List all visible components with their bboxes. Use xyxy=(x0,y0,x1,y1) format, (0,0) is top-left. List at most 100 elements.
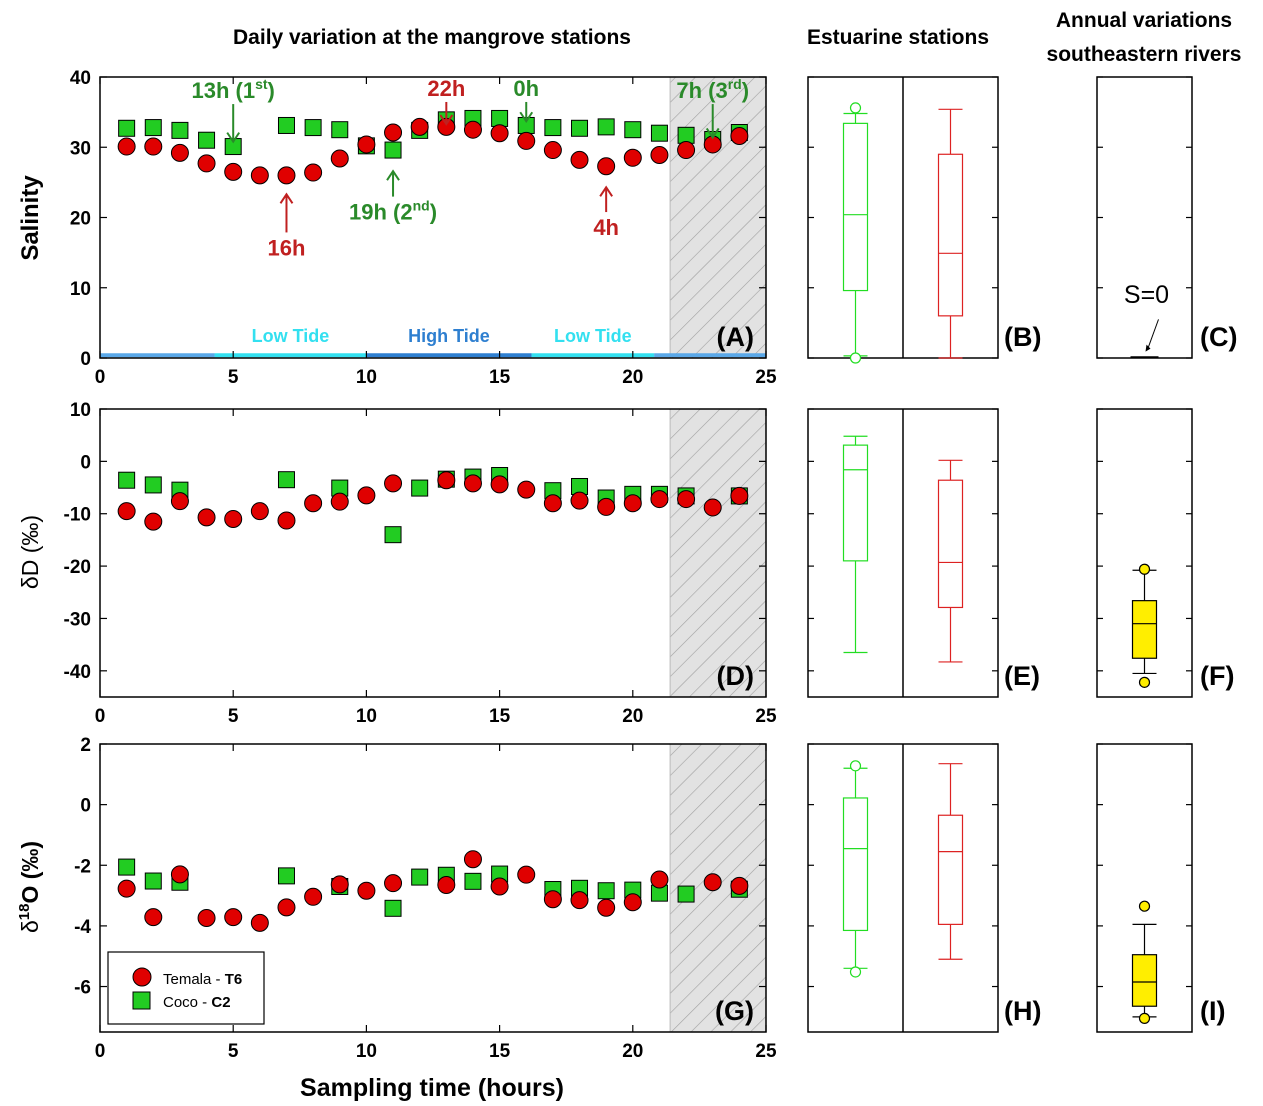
data-point-temala xyxy=(490,475,509,494)
tide-label: Low Tide xyxy=(252,326,330,346)
data-point-coco xyxy=(384,141,402,159)
box-outlier xyxy=(849,966,862,978)
data-point-temala xyxy=(517,865,536,884)
data-point-temala xyxy=(277,511,296,530)
data-point-temala xyxy=(623,494,642,513)
box-plots-layer xyxy=(842,102,1159,1024)
x-tick-label: 15 xyxy=(489,706,511,727)
data-point-coco xyxy=(277,116,295,134)
data-point-temala xyxy=(517,480,536,499)
data-point-temala xyxy=(570,491,589,510)
x-tick-label: 15 xyxy=(489,1041,511,1062)
data-point-coco xyxy=(571,119,589,137)
annotation-arrow-head xyxy=(519,111,534,124)
x-tick-label: 0 xyxy=(95,367,106,388)
data-point-temala xyxy=(730,486,749,505)
y-tick-label: -10 xyxy=(64,505,91,526)
data-point-coco xyxy=(331,121,349,139)
data-point-coco xyxy=(384,899,402,917)
panel-letter: (G) xyxy=(715,996,754,1026)
box-iqr xyxy=(842,797,869,932)
data-point-temala xyxy=(543,890,562,909)
data-point-coco xyxy=(597,882,615,900)
annotation-label: 7h (3rd) xyxy=(676,76,749,103)
annotation-label: 22h xyxy=(427,76,465,101)
data-point-temala xyxy=(463,850,482,869)
data-point-coco xyxy=(650,124,668,142)
y-tick-label: 2 xyxy=(80,735,91,756)
data-point-temala xyxy=(677,141,696,160)
data-point-temala xyxy=(277,898,296,917)
y-tick-label: 10 xyxy=(70,400,91,421)
panel-letter: (F) xyxy=(1200,661,1234,691)
annotation-label: 4h xyxy=(593,215,619,240)
main-title: Daily variation at the mangrove stations xyxy=(233,26,631,49)
data-point-temala xyxy=(250,166,269,185)
y-tick-label: -4 xyxy=(74,917,91,938)
x-tick-label: 25 xyxy=(755,1041,777,1062)
data-point-coco xyxy=(144,119,162,137)
box-iqr xyxy=(937,153,964,317)
panel-frames-layer xyxy=(99,76,1193,1033)
data-point-coco xyxy=(411,479,429,497)
data-point-coco xyxy=(677,885,695,903)
data-point-temala xyxy=(117,137,136,156)
shaded-region xyxy=(669,408,767,698)
data-point-temala xyxy=(570,891,589,910)
s0-arrow-head xyxy=(1145,344,1151,352)
annotations-layer: S=0 13h (1st) 19h (2nd) 0h 7h (3rd) 22h 16h 4h xyxy=(192,76,1169,352)
data-point-temala xyxy=(543,141,562,160)
annotation-arrow-head xyxy=(439,114,454,126)
data-point-coco xyxy=(464,872,482,890)
scatter-frame xyxy=(99,408,767,698)
data-point-coco xyxy=(411,868,429,886)
data-point-coco xyxy=(384,526,402,544)
data-point-temala xyxy=(117,879,136,898)
y-tick-label: -6 xyxy=(74,978,91,999)
data-point-temala xyxy=(330,875,349,894)
ylabel-salinity: Salinity xyxy=(17,175,44,261)
data-point-temala xyxy=(570,150,589,169)
x-tick-label: 25 xyxy=(755,706,777,727)
data-point-temala xyxy=(330,492,349,511)
data-point-temala xyxy=(730,127,749,146)
data-point-temala xyxy=(597,157,616,176)
box-outlier xyxy=(1138,563,1151,575)
panel-letter: (I) xyxy=(1200,996,1225,1026)
data-point-temala xyxy=(170,492,189,511)
data-point-temala xyxy=(357,135,376,154)
x-tick-label: 5 xyxy=(228,367,239,388)
data-point-temala xyxy=(384,874,403,893)
y-tick-label: 0 xyxy=(80,796,91,817)
box-outlier xyxy=(1138,676,1151,688)
data-point-temala xyxy=(250,502,269,521)
x-tick-label: 25 xyxy=(755,367,777,388)
tide-label: Low Tide xyxy=(554,326,632,346)
panel-letter: (B) xyxy=(1004,322,1041,352)
estuarine-title: Estuarine stations xyxy=(807,26,989,49)
x-tick-label: 20 xyxy=(622,706,643,727)
y-tick-label: -2 xyxy=(74,856,91,877)
panel-letters-layer: (A) (B) (C) (D) (E) (F) (G) (H) (I) xyxy=(715,322,1237,1026)
data-point-temala xyxy=(304,163,323,182)
x-tick-label: 0 xyxy=(95,706,106,727)
tide-label: High Tide xyxy=(408,326,490,346)
data-point-temala xyxy=(463,120,482,139)
y-tick-label: -20 xyxy=(64,557,91,578)
y-tick-label: 0 xyxy=(80,452,91,473)
annotation-label: 13h (1st) xyxy=(192,76,275,103)
data-point-coco xyxy=(491,109,509,127)
data-point-temala xyxy=(304,887,323,906)
box-iqr xyxy=(937,814,964,925)
annual-title-line2: southeastern rivers xyxy=(1047,43,1242,66)
scatter-frame xyxy=(99,743,767,1033)
data-point-temala xyxy=(384,123,403,142)
annotation-arrow-head xyxy=(705,127,720,140)
box-outlier xyxy=(849,102,862,114)
data-point-temala xyxy=(410,117,429,136)
x-tick-label: 0 xyxy=(95,1041,106,1062)
data-point-temala xyxy=(197,154,216,173)
data-point-temala xyxy=(730,876,749,895)
data-point-temala xyxy=(384,474,403,493)
